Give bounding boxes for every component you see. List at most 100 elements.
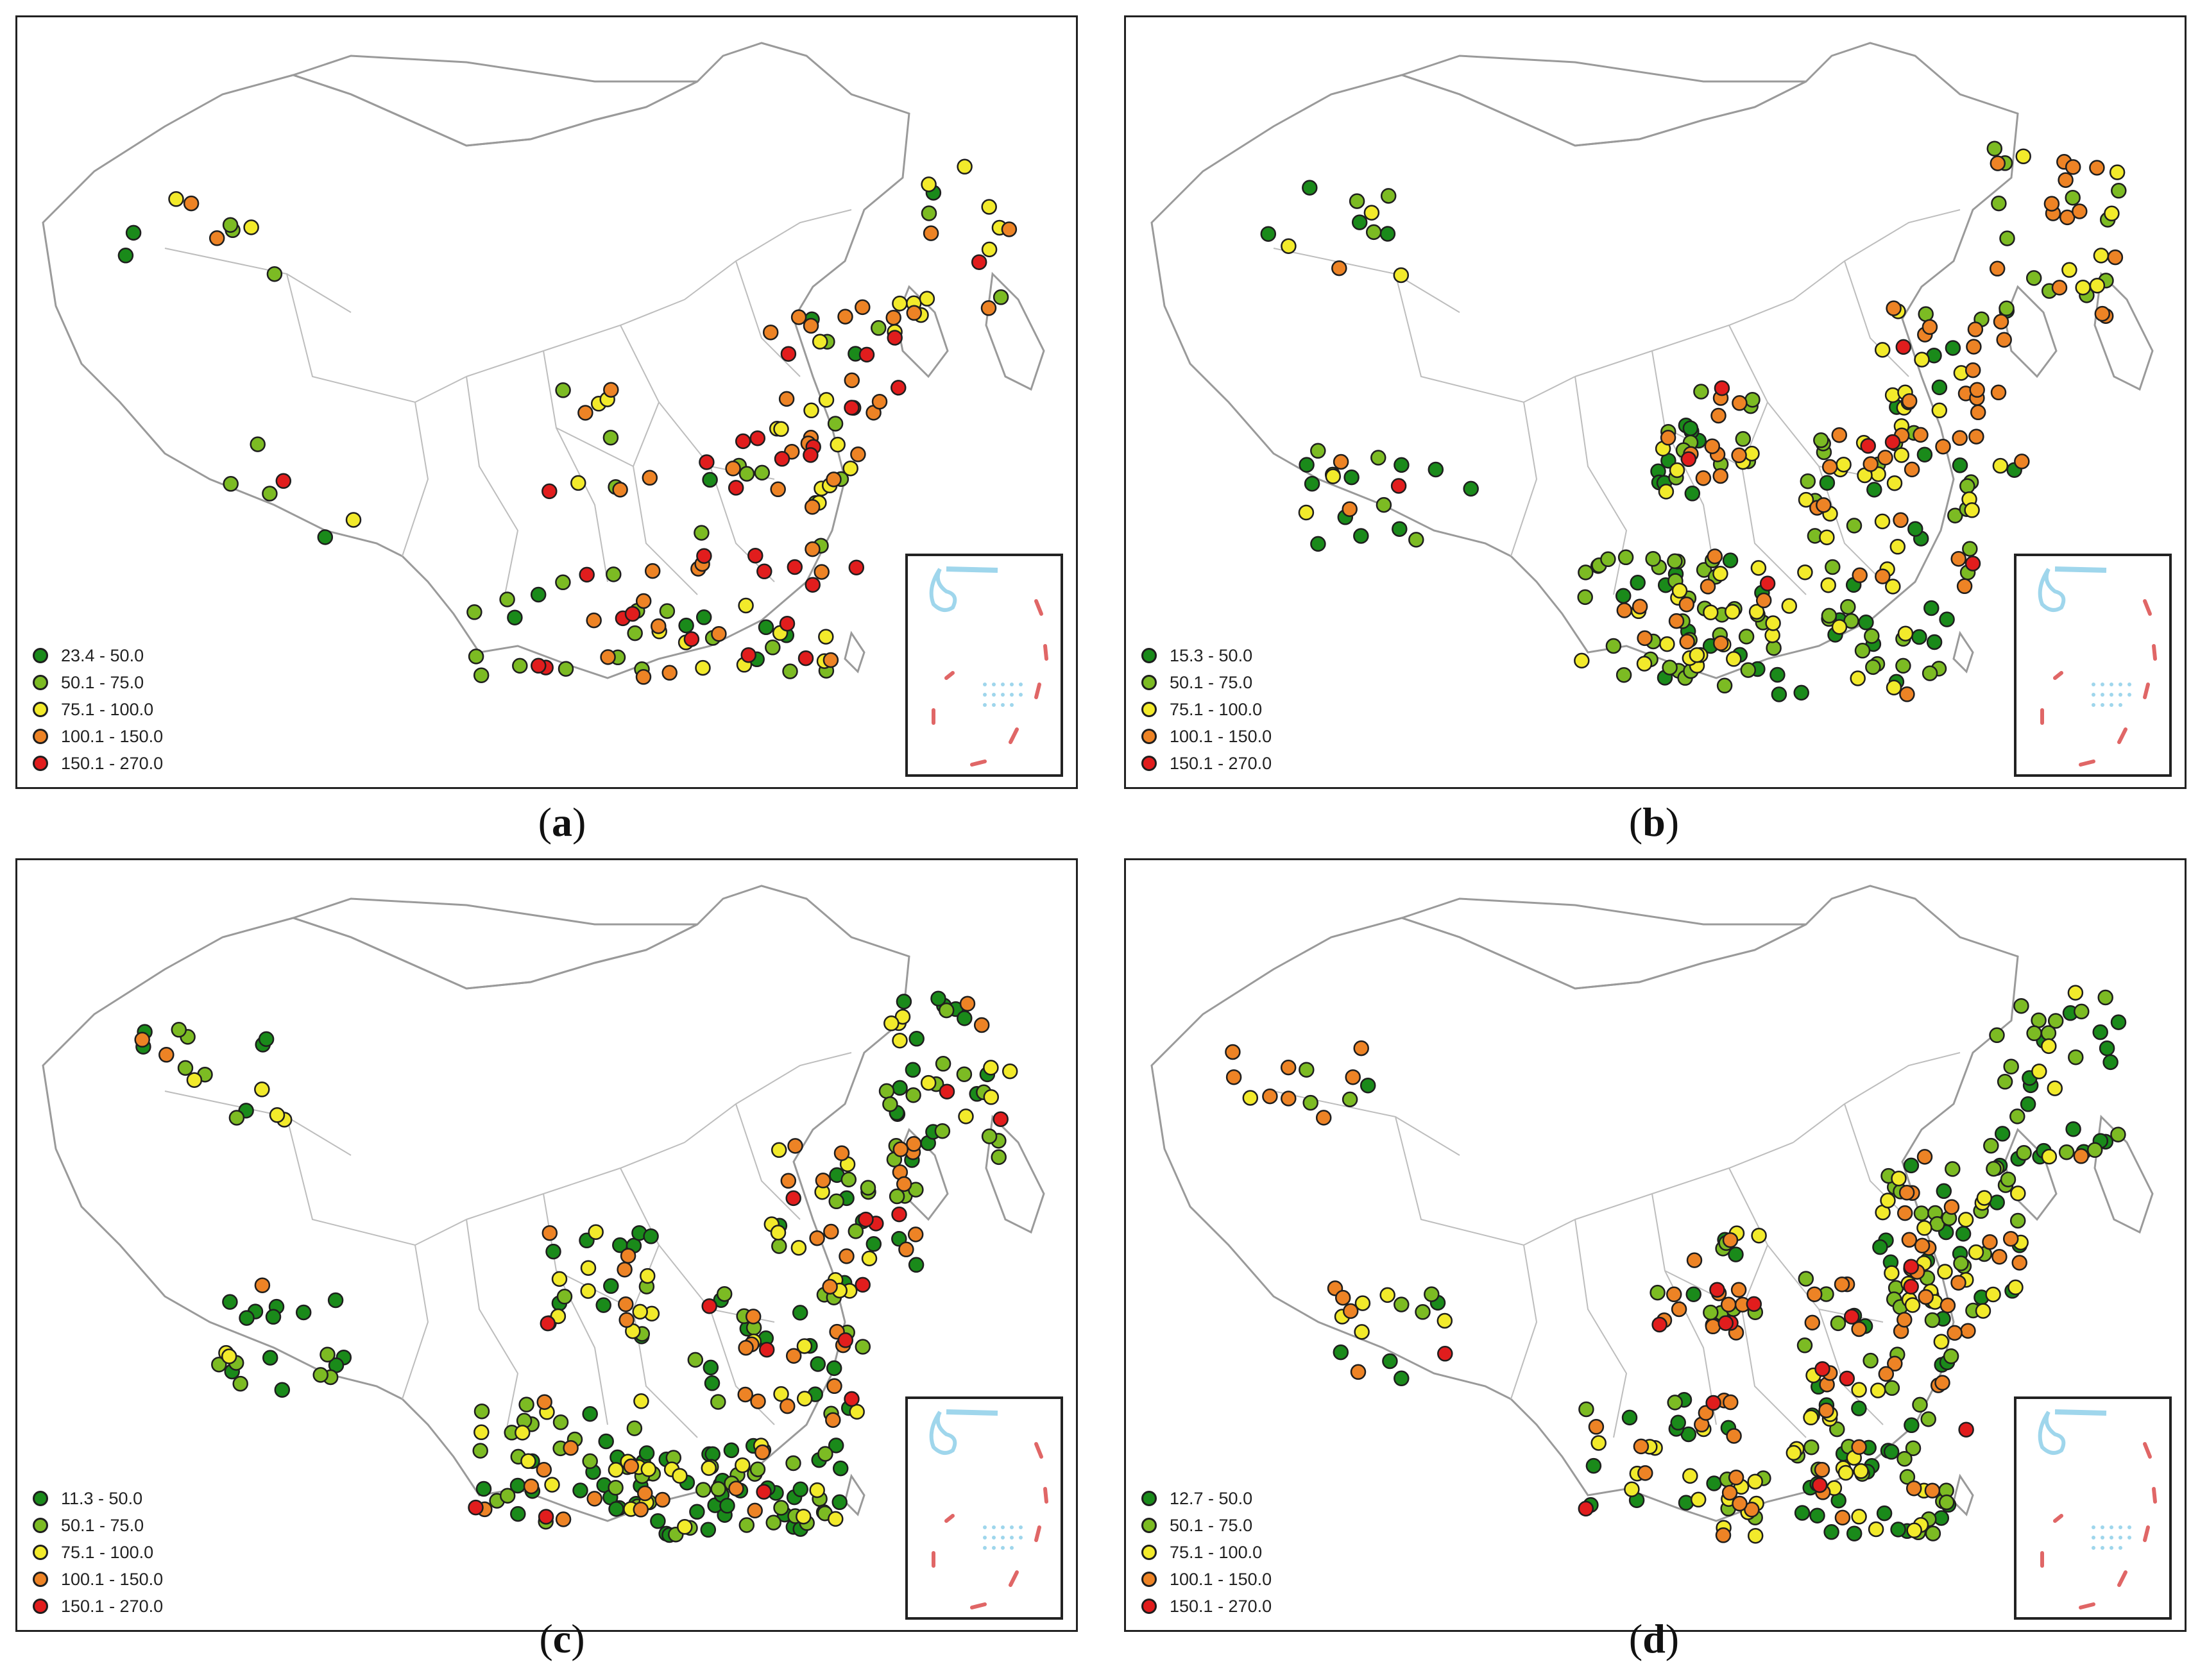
station-point <box>1744 445 1760 462</box>
station-point <box>1846 518 1863 534</box>
station-point <box>815 1173 831 1189</box>
station-point <box>650 1513 666 1529</box>
legend-label: 15.3 - 50.0 <box>1170 645 1253 665</box>
station-point <box>320 1346 336 1362</box>
station-point <box>1982 1234 1998 1250</box>
station-point <box>803 402 819 419</box>
station-point <box>1262 1088 1278 1105</box>
station-point <box>935 1056 951 1072</box>
china-base-map <box>42 42 1045 685</box>
station-point <box>1953 1255 1969 1271</box>
station-point <box>1354 1324 1370 1340</box>
station-point <box>1360 1077 1376 1094</box>
station-point <box>540 1315 556 1332</box>
province-boundary <box>402 402 429 557</box>
station-point <box>991 1149 1007 1166</box>
station-point <box>756 563 772 580</box>
inset-island <box>1010 703 1014 707</box>
station-point <box>1904 1297 1921 1313</box>
station-point <box>1394 1370 1410 1387</box>
station-point <box>1630 575 1646 591</box>
province-boundary <box>710 1309 775 1425</box>
inset-island <box>1010 693 1014 697</box>
china-base-map <box>1150 885 2154 1544</box>
station-point <box>171 1022 187 1038</box>
station-point <box>896 994 912 1010</box>
inset-island <box>2127 1536 2131 1540</box>
station-point <box>295 1304 312 1321</box>
station-point <box>2000 1171 2016 1187</box>
legend-item: 12.7 - 50.0 <box>1141 1485 1272 1512</box>
station-point <box>700 1522 717 1538</box>
station-point <box>2102 1054 2119 1071</box>
station-point <box>345 512 362 528</box>
station-point <box>906 305 923 321</box>
station-point <box>1379 1287 1395 1303</box>
station-point <box>871 393 888 410</box>
inset-dash-line <box>2117 1570 2127 1587</box>
station-point <box>473 1424 490 1441</box>
inset-dash-line <box>2152 1487 2157 1504</box>
station-point <box>1834 1276 1850 1293</box>
inset-dash-line <box>1009 727 1019 744</box>
station-point <box>1967 321 1984 337</box>
station-point <box>830 436 846 453</box>
station-point <box>1950 1275 1966 1291</box>
legend-swatch <box>33 756 48 771</box>
coastline <box>2004 285 2058 378</box>
station-point <box>828 1193 844 1210</box>
station-point <box>973 1017 990 1033</box>
station-point <box>2041 1148 2058 1165</box>
station-point <box>1578 1401 1594 1418</box>
inset-island <box>2092 693 2095 697</box>
station-point <box>1225 1044 1241 1060</box>
station-point <box>1911 629 1927 645</box>
station-point <box>125 225 142 241</box>
legend-item: 150.1 - 270.0 <box>33 1593 163 1620</box>
station-point <box>2097 989 2113 1006</box>
province-boundary <box>556 427 634 467</box>
station-point <box>274 1382 291 1398</box>
station-point <box>728 1481 744 1497</box>
station-point <box>626 1420 643 1436</box>
station-point <box>796 1508 812 1525</box>
station-point <box>1904 1417 1920 1434</box>
station-point <box>1333 454 1349 470</box>
station-point <box>2016 1144 2032 1161</box>
station-point <box>1969 382 1985 398</box>
inset-dash-line <box>2079 1602 2095 1609</box>
station-point <box>812 334 828 350</box>
station-point <box>1836 456 1852 473</box>
inset-island <box>2119 1536 2122 1540</box>
station-point <box>558 661 574 677</box>
inset-coast <box>2054 566 2107 573</box>
station-point <box>1886 679 1902 696</box>
station-point <box>1818 1402 1834 1418</box>
station-point <box>1823 1524 1839 1540</box>
province-boundary <box>466 1219 519 1438</box>
station-point <box>617 1261 633 1278</box>
station-point <box>2065 159 2081 175</box>
station-point <box>1354 1295 1371 1311</box>
south-china-sea-inset <box>905 1396 1063 1620</box>
station-point <box>1710 407 1726 424</box>
station-point <box>1703 604 1719 620</box>
station-point <box>1746 1296 1762 1312</box>
station-point <box>747 547 763 564</box>
legend-swatch <box>33 702 48 717</box>
station-point <box>1730 1282 1747 1298</box>
station-point <box>1632 598 1648 615</box>
station-point <box>892 1141 909 1157</box>
station-point <box>930 990 946 1006</box>
station-point <box>738 1339 754 1356</box>
inset-island <box>2110 683 2113 686</box>
station-point <box>971 254 987 270</box>
inset-dash-line <box>1034 1525 1041 1542</box>
province-boundary <box>1818 1309 1884 1425</box>
station-point <box>773 1500 789 1516</box>
station-point <box>957 1010 973 1026</box>
inset-island <box>2101 683 2104 686</box>
map-panel-b: 15.3 - 50.0 50.1 - 75.0 75.1 - 100.0 100.1 … <box>1124 15 2187 789</box>
legend-item: 150.1 - 270.0 <box>1141 750 1272 777</box>
station-point <box>1985 1286 2001 1303</box>
